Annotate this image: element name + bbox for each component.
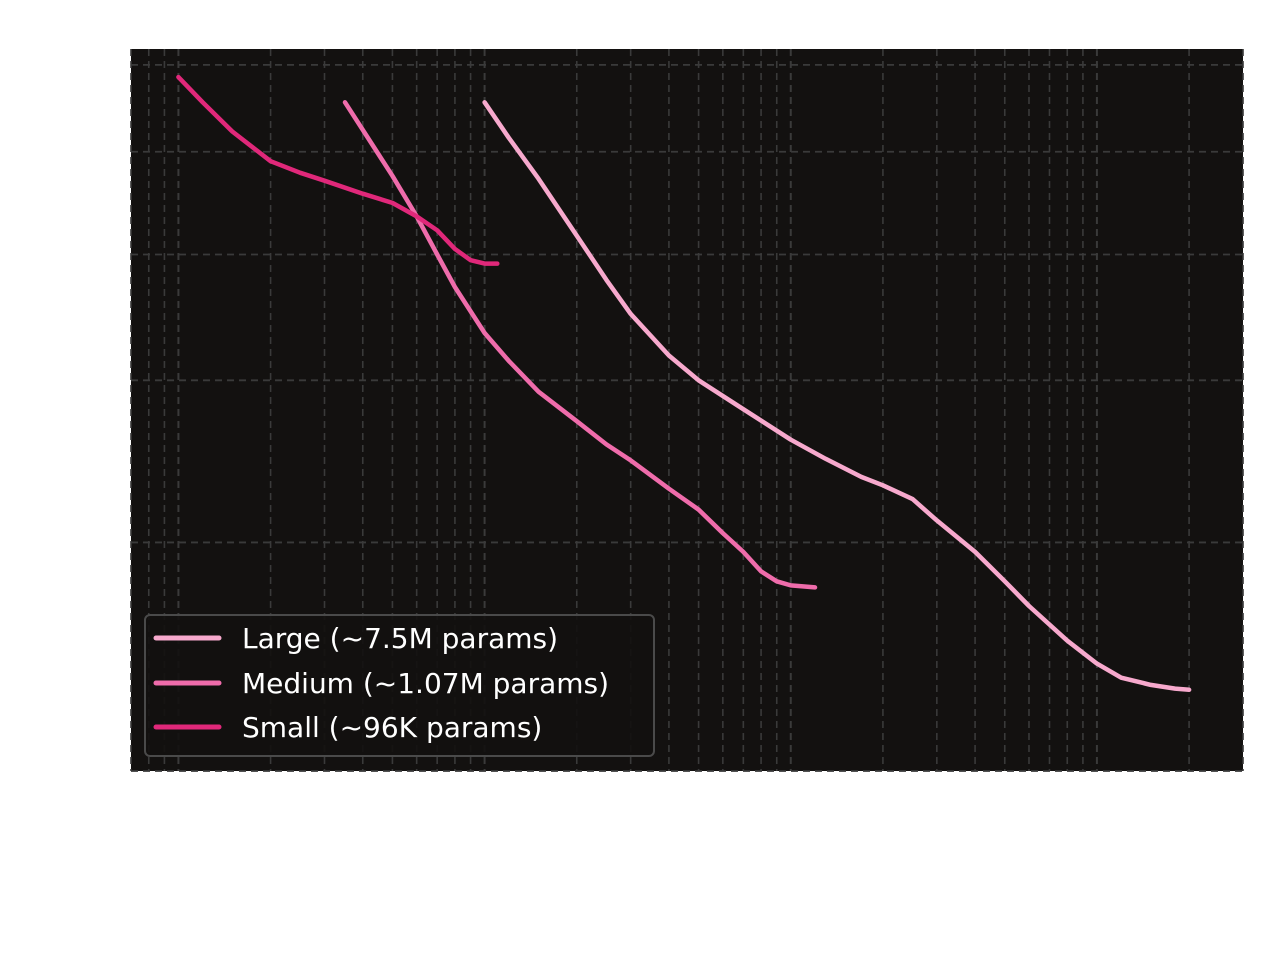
legend: Large (~7.5M params) Medium (~1.07M para… <box>144 614 655 757</box>
legend-label-small: Small (~96K params) <box>242 711 542 744</box>
series-line-medium <box>342 100 818 590</box>
series-line-small <box>176 74 500 266</box>
series-line-large <box>482 100 1192 693</box>
legend-label-large: Large (~7.5M params) <box>242 622 558 655</box>
legend-box <box>144 614 655 757</box>
series-lines <box>176 74 1192 693</box>
legend-label-medium: Medium (~1.07M params) <box>242 667 609 700</box>
